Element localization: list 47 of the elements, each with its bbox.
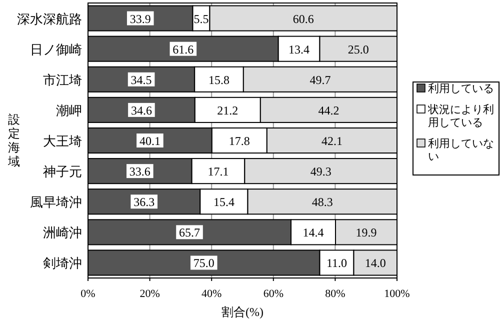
x-tick-label: 40% (202, 288, 222, 300)
data-label: 14.4 (302, 226, 324, 240)
data-label: 34.6 (130, 103, 152, 118)
data-label: 65.7 (179, 226, 200, 240)
y-tick-label: 洲崎沖 (43, 225, 82, 240)
data-label: 14.0 (364, 256, 386, 270)
y-tick-label: 風早埼沖 (30, 194, 82, 210)
data-label: 21.2 (217, 103, 238, 118)
data-label: 49.3 (310, 164, 332, 179)
data-label: 75.0 (193, 256, 214, 270)
y-tick-label: 日ノ御崎 (30, 42, 82, 57)
y-tick-label: 大王埼 (43, 134, 82, 148)
data-label: 11.0 (326, 256, 348, 270)
data-label: 36.3 (134, 195, 155, 210)
y-tick-label: 剣埼沖 (43, 256, 82, 271)
data-label: 17.1 (208, 164, 229, 179)
data-label: 17.8 (228, 134, 250, 148)
x-tick-label: 100% (384, 288, 410, 300)
data-label: 33.9 (130, 12, 151, 26)
legend-label: 状況により利用している (427, 103, 494, 129)
data-label: 13.4 (288, 42, 310, 56)
x-tick-label: 60% (263, 288, 284, 300)
data-label: 15.8 (208, 72, 230, 87)
data-label: 48.3 (312, 195, 333, 210)
x-tick-label: 0% (80, 288, 96, 300)
legend-label: 利用していない (428, 137, 494, 163)
data-label: 33.6 (129, 164, 150, 179)
data-label: 19.9 (356, 226, 377, 240)
y-tick-label: 深水深航路 (17, 11, 82, 26)
data-label: 42.1 (321, 134, 342, 148)
data-label: 5.5 (194, 12, 209, 26)
data-label: 34.5 (130, 72, 152, 87)
y-axis-title: 設定海域 (7, 112, 20, 168)
y-tick-label: 神子元 (43, 164, 82, 180)
y-tick-label: 市江埼 (43, 72, 82, 88)
x-tick-label: 20% (140, 288, 160, 300)
data-label: 49.7 (310, 72, 331, 87)
data-label: 40.1 (139, 134, 160, 148)
y-tick-label: 潮岬 (56, 102, 82, 118)
x-tick-label: 80% (325, 288, 346, 300)
legend-label: 利用している (428, 82, 494, 95)
data-label: 25.0 (348, 42, 369, 56)
data-label: 44.2 (318, 103, 340, 118)
data-label: 61.6 (172, 42, 194, 56)
x-axis-title: 割合(%) (222, 305, 264, 319)
data-label: 15.4 (213, 195, 234, 210)
data-label: 60.6 (292, 12, 314, 26)
